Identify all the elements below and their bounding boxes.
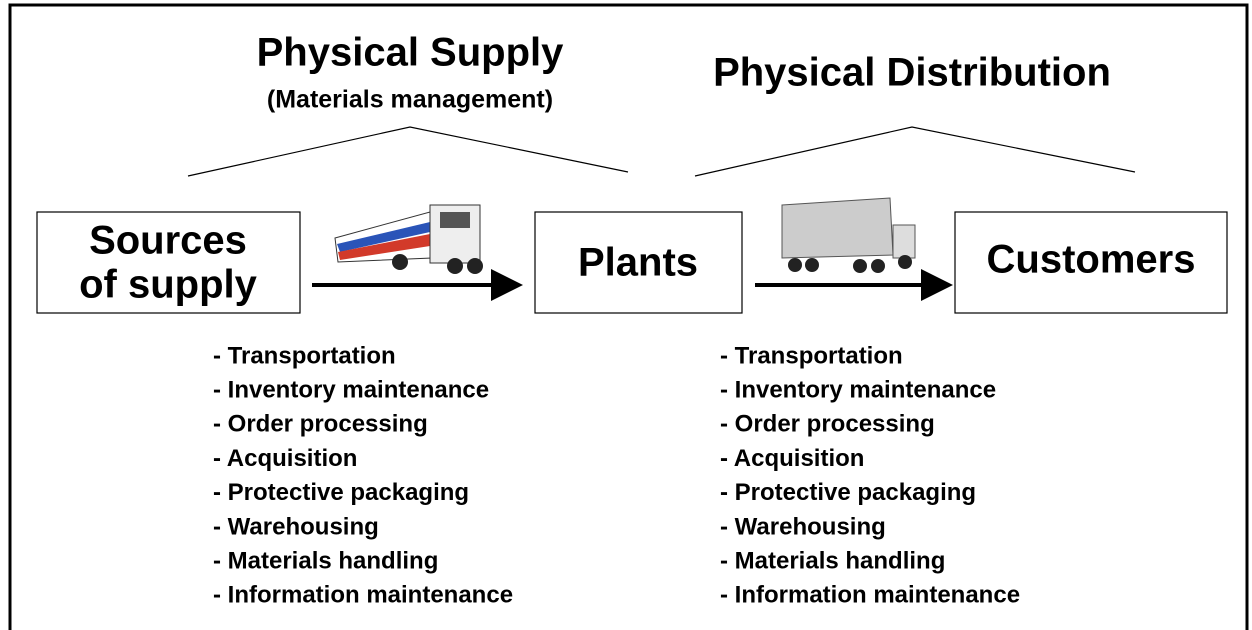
list-item: - Protective packaging [720,479,976,506]
right-title: Physical Distribution [713,51,1111,95]
list-item: - Order processing [213,411,428,438]
list-item: - Materials handling [213,548,438,575]
left-title: Physical Supply [257,31,565,75]
list-item: - Transportation [213,342,396,369]
list-item: - Acquisition [720,445,864,472]
list-item: - Inventory maintenance [720,377,996,404]
list-item: - Acquisition [213,445,357,472]
node-label: Plants [578,241,698,285]
lists: - Transportation - Inventory maintenance -… [213,342,1020,608]
node-label: Sources [89,219,247,263]
list-item: - Information maintenance [213,582,513,609]
left-subtitle: (Materials management) [267,86,553,114]
list-item: - Order processing [720,411,935,438]
truck-icon [782,198,915,273]
list-item: - Transportation [720,342,903,369]
node-label: Customers [987,238,1196,282]
list-item: - Warehousing [213,513,379,540]
node-label: of supply [79,263,258,307]
truck-icon [335,205,483,274]
list-item: - Warehousing [720,513,886,540]
bracket [695,127,1135,176]
list-item: - Protective packaging [213,479,469,506]
list-item: - Inventory maintenance [213,377,489,404]
list-item: - Materials handling [720,548,945,575]
bracket [188,127,628,176]
diagram: Physical Supply (Materials management) P… [0,0,1252,630]
list-item: - Information maintenance [720,582,1020,609]
frame [10,5,1247,630]
